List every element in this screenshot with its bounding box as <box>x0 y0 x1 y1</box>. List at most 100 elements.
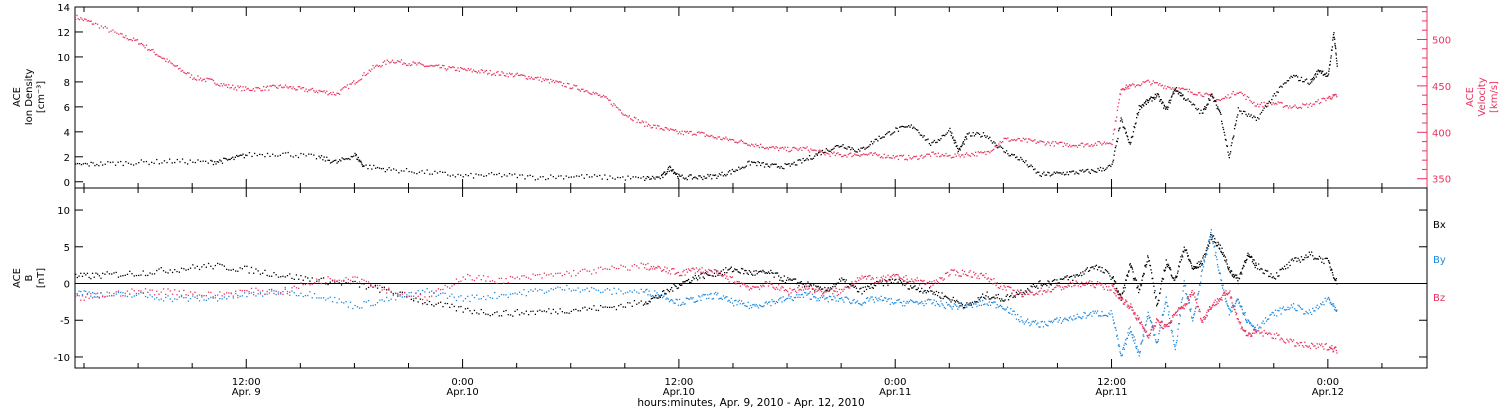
density-point <box>1242 113 1243 114</box>
bx-point <box>1123 287 1124 288</box>
bz-point <box>1086 282 1087 283</box>
bz-point <box>655 267 656 268</box>
by-point <box>1061 323 1062 324</box>
by-point <box>889 298 890 299</box>
bz-point <box>1080 286 1081 287</box>
by-point <box>1210 236 1211 237</box>
by-point <box>499 296 500 297</box>
bx-point <box>979 299 980 300</box>
velocity-point <box>288 87 289 88</box>
bz-point <box>1213 304 1214 305</box>
by-point <box>544 293 545 294</box>
density-point <box>1150 98 1151 99</box>
density-point <box>925 139 926 140</box>
bz-point <box>161 292 162 293</box>
density-point <box>738 167 739 168</box>
velocity-point <box>606 96 607 97</box>
by-point <box>708 298 709 299</box>
density-point <box>1159 101 1160 102</box>
bz-point <box>321 283 322 284</box>
velocity-point <box>186 73 187 74</box>
bz-point <box>1208 309 1209 310</box>
velocity-point <box>298 86 299 87</box>
bz-point <box>307 283 308 284</box>
velocity-point <box>1094 145 1095 146</box>
bz-point <box>1055 287 1056 288</box>
velocity-point <box>700 132 701 133</box>
bx-point <box>736 269 737 270</box>
density-point <box>200 161 201 162</box>
by-point <box>512 293 513 294</box>
velocity-point <box>956 156 957 157</box>
bx-point <box>129 271 130 272</box>
bz-point <box>1090 285 1091 286</box>
bz-point <box>111 295 112 296</box>
density-point <box>555 178 556 179</box>
bz-point <box>334 280 335 281</box>
bz-point <box>828 291 829 292</box>
velocity-point <box>687 131 688 132</box>
velocity-point <box>1264 102 1265 103</box>
density-point <box>1175 91 1176 92</box>
by-point <box>233 297 234 298</box>
velocity-point <box>407 65 408 66</box>
bx-point <box>814 290 815 291</box>
velocity-point <box>620 110 621 111</box>
bz-point <box>384 289 385 290</box>
velocity-point <box>680 133 681 134</box>
bz-point <box>1065 286 1066 287</box>
velocity-point <box>567 83 568 84</box>
bz-point <box>1039 290 1040 291</box>
bx-point <box>1287 267 1288 268</box>
bx-point <box>1044 283 1045 284</box>
bx-point <box>753 271 754 272</box>
density-point <box>154 163 155 164</box>
velocity-point <box>168 61 169 62</box>
velocity-point <box>667 129 668 130</box>
bx-point <box>822 288 823 289</box>
velocity-point <box>546 79 547 80</box>
bx-point <box>902 284 903 285</box>
density-point <box>1312 78 1313 79</box>
bz-point <box>1171 320 1172 321</box>
density-point <box>1327 75 1328 76</box>
velocity-point <box>886 157 887 158</box>
bx-point <box>447 303 448 304</box>
bx-point <box>1145 266 1146 267</box>
by-point <box>620 290 621 291</box>
by-point <box>953 306 954 307</box>
by-point <box>1203 260 1204 261</box>
by-point <box>1122 349 1123 350</box>
bx-point <box>219 264 220 265</box>
by-point <box>769 301 770 302</box>
density-point <box>1106 167 1107 168</box>
by-point <box>905 303 906 304</box>
velocity-point <box>1146 80 1147 81</box>
density-point <box>264 156 265 157</box>
velocity-point <box>889 157 890 158</box>
density-point <box>1170 100 1171 101</box>
by-point <box>85 291 86 292</box>
bx-point <box>501 315 502 316</box>
bx-point <box>816 286 817 287</box>
density-point <box>736 169 737 170</box>
density-point <box>1180 95 1181 96</box>
density-point <box>871 141 872 142</box>
density-point <box>1090 173 1091 174</box>
velocity-point <box>1171 89 1172 90</box>
bz-point <box>840 292 841 293</box>
bz-point <box>1144 329 1145 330</box>
bz-point <box>255 288 256 289</box>
by-point <box>467 296 468 297</box>
velocity-point <box>351 83 352 84</box>
density-point <box>203 161 204 162</box>
bx-point <box>912 287 913 288</box>
density-point <box>221 160 222 161</box>
by-point <box>458 296 459 297</box>
velocity-point <box>1217 99 1218 100</box>
by-point <box>176 299 177 300</box>
bz-point <box>1092 284 1093 285</box>
velocity-point <box>571 88 572 89</box>
velocity-point <box>1157 82 1158 83</box>
bz-point <box>903 277 904 278</box>
